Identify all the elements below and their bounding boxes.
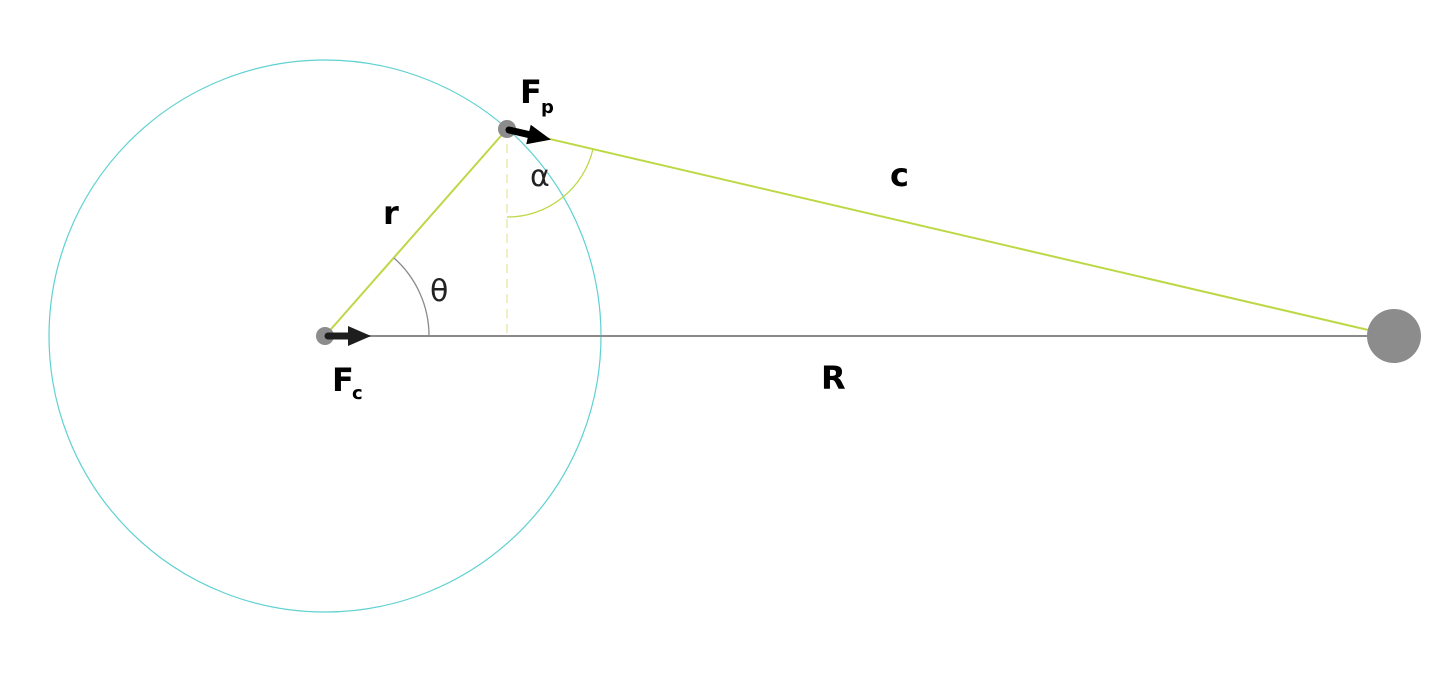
distant-body [1367,309,1421,363]
label-Fc-sub: c [352,383,363,404]
label-alpha: α [530,159,550,194]
line-r [324,128,508,337]
theta-arc [393,257,430,337]
label-Fp-main: F [520,73,542,111]
label-Fp-sub: p [541,97,554,118]
alpha-arc [506,148,594,218]
force-arrow-Fc [324,326,371,346]
force-arrow-Fp [505,124,551,145]
label-R: R [821,359,846,397]
line-c [506,128,1395,337]
label-Fc-main: F [332,361,354,399]
label-theta: θ [430,274,448,309]
label-r: r [383,194,399,232]
label-c: c [890,156,909,194]
